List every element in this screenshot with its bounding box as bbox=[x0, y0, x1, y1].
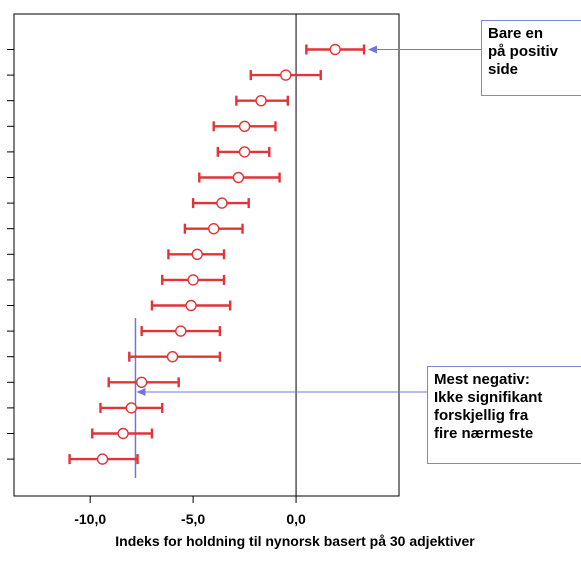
error-bar bbox=[198, 171, 281, 184]
mean-marker bbox=[329, 43, 341, 56]
mean-marker bbox=[96, 453, 109, 465]
x-tick-label: 0,0 bbox=[286, 511, 306, 527]
mean-marker bbox=[232, 171, 245, 184]
mean-marker bbox=[238, 146, 251, 158]
mean-marker bbox=[238, 120, 251, 133]
mean-marker bbox=[208, 222, 220, 235]
error-bar bbox=[140, 325, 222, 337]
error-bars bbox=[68, 43, 366, 465]
mean-marker bbox=[255, 94, 267, 107]
annotation-positive: Bare en på positiv side bbox=[481, 20, 581, 96]
error-bar bbox=[212, 120, 277, 133]
annotation-negative-line: fire nærmeste bbox=[434, 425, 534, 442]
error-bar bbox=[305, 43, 366, 56]
error-bar bbox=[91, 427, 154, 440]
annotation-most-negative: Mest negativ: Ikke signifikant forskjell… bbox=[427, 366, 581, 464]
mean-marker bbox=[191, 248, 203, 261]
error-bar bbox=[128, 351, 222, 363]
y-axis-ticks bbox=[7, 49, 14, 460]
arrow-most-negative bbox=[136, 388, 427, 396]
error-bar bbox=[167, 248, 226, 261]
annotation-negative-line: forskjellig fra bbox=[434, 407, 529, 424]
error-bar bbox=[99, 402, 164, 414]
annotation-positive-line: side bbox=[488, 61, 519, 78]
error-bar bbox=[107, 376, 180, 388]
error-bar bbox=[183, 222, 244, 235]
x-axis-label: Indeks for holdning til nynorsk basert p… bbox=[0, 533, 581, 549]
mean-marker bbox=[187, 274, 199, 286]
annotation-positive-line: Bare en bbox=[488, 25, 544, 42]
error-bar bbox=[249, 69, 322, 81]
x-tick-label: -10,0 bbox=[74, 511, 106, 527]
annotation-positive-line: på positiv bbox=[488, 43, 559, 60]
arrow-positive bbox=[368, 45, 481, 54]
error-bar bbox=[216, 146, 271, 158]
annotation-negative-line: Ikke signifikant bbox=[434, 389, 543, 406]
error-bar bbox=[150, 299, 232, 312]
mean-marker bbox=[117, 427, 129, 440]
mean-marker bbox=[166, 351, 179, 363]
mean-marker bbox=[185, 299, 197, 312]
error-bar bbox=[191, 197, 250, 209]
mean-marker bbox=[280, 69, 292, 81]
arrow-head bbox=[136, 388, 146, 396]
x-axis-label-text: Indeks for holdning til nynorsk basert p… bbox=[115, 533, 475, 549]
mean-marker bbox=[135, 376, 148, 388]
plot-frame bbox=[13, 13, 400, 497]
mean-marker bbox=[216, 197, 228, 209]
mean-marker bbox=[125, 402, 138, 414]
annotation-negative-line: Mest negativ: bbox=[434, 371, 530, 388]
annotation-arrows bbox=[136, 45, 481, 396]
arrow-head bbox=[368, 45, 377, 54]
error-bar bbox=[235, 94, 290, 107]
x-tick-label: -5,0 bbox=[181, 511, 205, 527]
x-axis-ticks: -10,0 -5,0 0,0 bbox=[74, 496, 306, 527]
mean-marker bbox=[175, 325, 187, 337]
error-bar bbox=[161, 274, 226, 286]
error-bar bbox=[68, 453, 139, 465]
